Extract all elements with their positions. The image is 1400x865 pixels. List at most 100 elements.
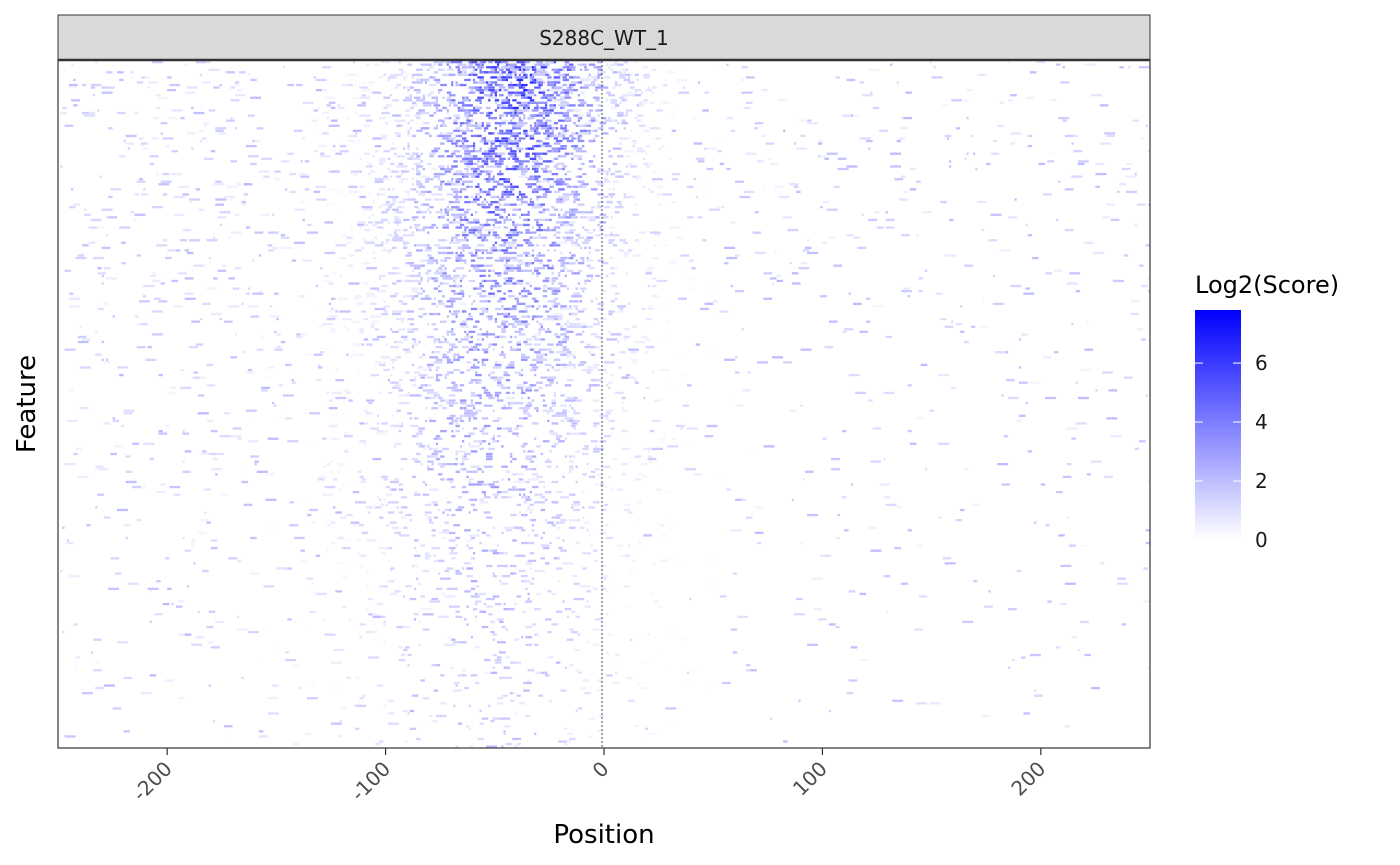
heatmap-tile bbox=[479, 498, 484, 501]
heatmap-tile bbox=[68, 305, 80, 308]
heatmap-tile bbox=[464, 211, 469, 214]
heatmap-tile bbox=[684, 422, 687, 425]
heatmap-tile bbox=[468, 251, 473, 255]
heatmap-tile bbox=[575, 150, 587, 153]
heatmap-tile bbox=[451, 389, 454, 392]
heatmap-tile bbox=[619, 142, 622, 145]
heatmap-tile bbox=[516, 282, 524, 285]
heatmap-tile bbox=[453, 368, 460, 372]
heatmap-tile bbox=[448, 200, 454, 204]
heatmap-tile bbox=[158, 432, 168, 435]
heatmap-tile bbox=[475, 99, 482, 102]
heatmap-tile bbox=[501, 531, 504, 535]
heatmap-tile bbox=[503, 190, 508, 194]
heatmap-tile bbox=[634, 73, 639, 77]
heatmap-tile bbox=[588, 124, 591, 127]
heatmap-tile bbox=[385, 241, 388, 244]
heatmap-tile bbox=[381, 111, 390, 115]
heatmap-tile bbox=[73, 452, 78, 456]
heatmap-tile bbox=[575, 132, 578, 135]
heatmap-tile bbox=[531, 297, 537, 300]
heatmap-tile bbox=[531, 91, 535, 94]
heatmap-tile bbox=[335, 244, 347, 247]
heatmap-tile bbox=[431, 501, 439, 504]
heatmap-tile bbox=[606, 99, 609, 102]
heatmap-tile bbox=[438, 437, 443, 440]
heatmap-tile bbox=[97, 307, 104, 311]
heatmap-tile bbox=[512, 109, 519, 112]
heatmap-tile bbox=[551, 401, 556, 405]
heatmap-tile bbox=[346, 116, 351, 120]
heatmap-tile bbox=[545, 208, 550, 211]
heatmap-tile bbox=[433, 198, 445, 201]
heatmap-tile bbox=[551, 287, 561, 290]
heatmap-tile bbox=[462, 310, 465, 313]
heatmap-tile bbox=[547, 94, 554, 97]
heatmap-tile bbox=[593, 424, 598, 428]
heatmap-tile bbox=[1040, 483, 1046, 486]
heatmap-tile bbox=[584, 452, 589, 456]
heatmap-tile bbox=[446, 300, 454, 303]
heatmap-tile bbox=[424, 63, 432, 66]
heatmap-tile bbox=[868, 218, 877, 222]
heatmap-tile bbox=[256, 348, 264, 351]
heatmap-tile bbox=[534, 368, 537, 372]
heatmap-tile bbox=[901, 116, 904, 120]
heatmap-tile bbox=[479, 234, 491, 237]
heatmap-tile bbox=[464, 114, 469, 117]
heatmap-tile bbox=[514, 320, 522, 323]
heatmap-tile bbox=[636, 473, 644, 476]
heatmap-tile bbox=[453, 160, 458, 163]
heatmap-tile bbox=[486, 256, 493, 260]
heatmap-tile bbox=[608, 66, 611, 69]
heatmap-tile bbox=[457, 198, 463, 201]
heatmap-tile bbox=[597, 223, 600, 227]
heatmap-tile bbox=[571, 81, 576, 84]
heatmap-tile bbox=[671, 259, 677, 262]
heatmap-tile bbox=[582, 290, 585, 293]
heatmap-tile bbox=[339, 144, 347, 148]
heatmap-tile bbox=[134, 315, 139, 318]
heatmap-tile bbox=[468, 86, 476, 89]
heatmap-tile bbox=[794, 142, 797, 145]
heatmap-tile bbox=[901, 234, 910, 237]
heatmap-tile bbox=[571, 241, 578, 244]
heatmap-tile bbox=[383, 368, 390, 372]
heatmap-tile bbox=[909, 167, 917, 171]
heatmap-tile bbox=[604, 116, 607, 120]
heatmap-tile bbox=[536, 356, 543, 359]
heatmap-tile bbox=[772, 282, 775, 285]
heatmap-tile bbox=[446, 61, 454, 64]
heatmap-tile bbox=[560, 208, 563, 211]
heatmap-tile bbox=[477, 124, 480, 127]
heatmap-tile bbox=[202, 450, 207, 453]
heatmap-tile bbox=[1106, 417, 1118, 420]
heatmap-tile bbox=[590, 206, 596, 209]
heatmap-tile bbox=[337, 213, 340, 216]
heatmap-tile bbox=[621, 463, 629, 466]
heatmap-tile bbox=[387, 234, 393, 237]
heatmap-tile bbox=[647, 188, 650, 191]
heatmap-tile bbox=[433, 516, 439, 519]
heatmap-tile bbox=[370, 315, 382, 318]
heatmap-tile bbox=[614, 391, 624, 395]
heatmap-tile bbox=[545, 277, 550, 280]
heatmap-tile bbox=[317, 307, 325, 311]
heatmap-tile bbox=[438, 267, 443, 270]
heatmap-tile bbox=[370, 287, 380, 290]
heatmap-tile bbox=[464, 150, 471, 153]
heatmap-tile bbox=[136, 345, 146, 349]
heatmap-tile bbox=[691, 116, 698, 120]
heatmap-tile bbox=[433, 63, 436, 66]
heatmap-tile bbox=[516, 147, 524, 150]
heatmap-tile bbox=[966, 116, 969, 120]
heatmap-tile bbox=[125, 455, 131, 458]
heatmap-tile bbox=[525, 76, 528, 79]
heatmap-tile bbox=[540, 536, 543, 540]
heatmap-tile bbox=[420, 160, 423, 163]
heatmap-tile bbox=[376, 76, 384, 79]
heatmap-tile bbox=[573, 122, 576, 125]
heatmap-tile bbox=[95, 465, 104, 468]
heatmap-tile bbox=[488, 483, 495, 486]
heatmap-tile bbox=[488, 157, 495, 160]
